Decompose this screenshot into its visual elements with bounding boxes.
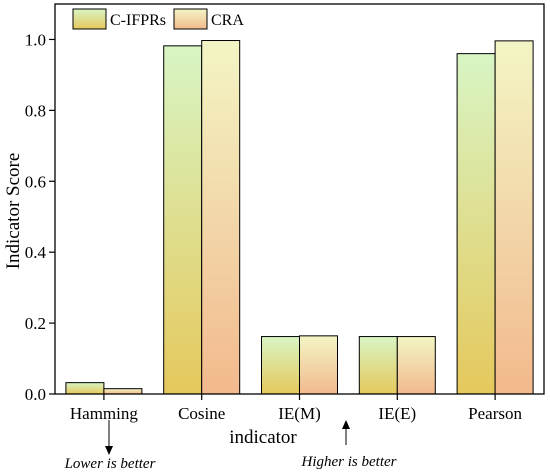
x-axis-title: indicator [229,427,297,448]
lower-is-better-text: Lower is better [64,456,156,472]
down-arrow-icon [105,446,113,455]
bar-c-ifprs-cosine [163,45,203,395]
y-tick-label: 0.2 [25,314,46,333]
legend-label-c-ifprs: C-IFPRs [110,12,166,29]
bar-c-ifprs-iem [261,336,300,395]
bar-c-ifprs-pearson [456,53,496,395]
y-axis-ticks: 0.0 0.2 0.4 0.6 0.8 1.0 [25,30,55,404]
x-tick-label: Pearson [468,404,522,423]
bar-cra-iem [299,335,338,395]
x-axis-ticks: Hamming Cosine IE(M) IE(E) Pearson [70,394,523,423]
x-tick-label: IE(E) [378,404,416,423]
y-tick-label: 0.8 [25,101,46,120]
bar-cra-pearson [494,40,534,395]
y-tick-label: 0.6 [25,172,46,191]
bar-c-ifprs-hamming [65,382,105,395]
bar-c-ifprs-iee [358,336,398,395]
x-tick-label: IE(M) [278,404,320,423]
bars-group [65,40,534,395]
y-tick-label: 1.0 [25,30,46,49]
legend-swatch-cra [173,8,208,30]
y-tick-label: 0.4 [25,243,47,262]
bar-cra-cosine [201,40,241,395]
bar-cra-iee [396,336,436,395]
plot-frame [54,3,545,395]
legend-swatch-c-ifprs [72,8,107,30]
x-tick-label: Cosine [178,404,225,423]
bar-cra-hamming [103,388,143,395]
y-tick-label: 0.0 [25,385,46,404]
lower-is-better-annotation: Lower is better [64,420,156,472]
x-tick-label: Hamming [70,404,138,423]
higher-is-better-text: Higher is better [301,454,397,470]
legend: C-IFPRs CRA [72,8,244,30]
legend-label-cra: CRA [211,12,244,29]
up-arrow-icon [342,420,350,429]
y-axis-title: Indicator Score [3,153,24,270]
higher-is-better-annotation: Higher is better [301,420,397,470]
